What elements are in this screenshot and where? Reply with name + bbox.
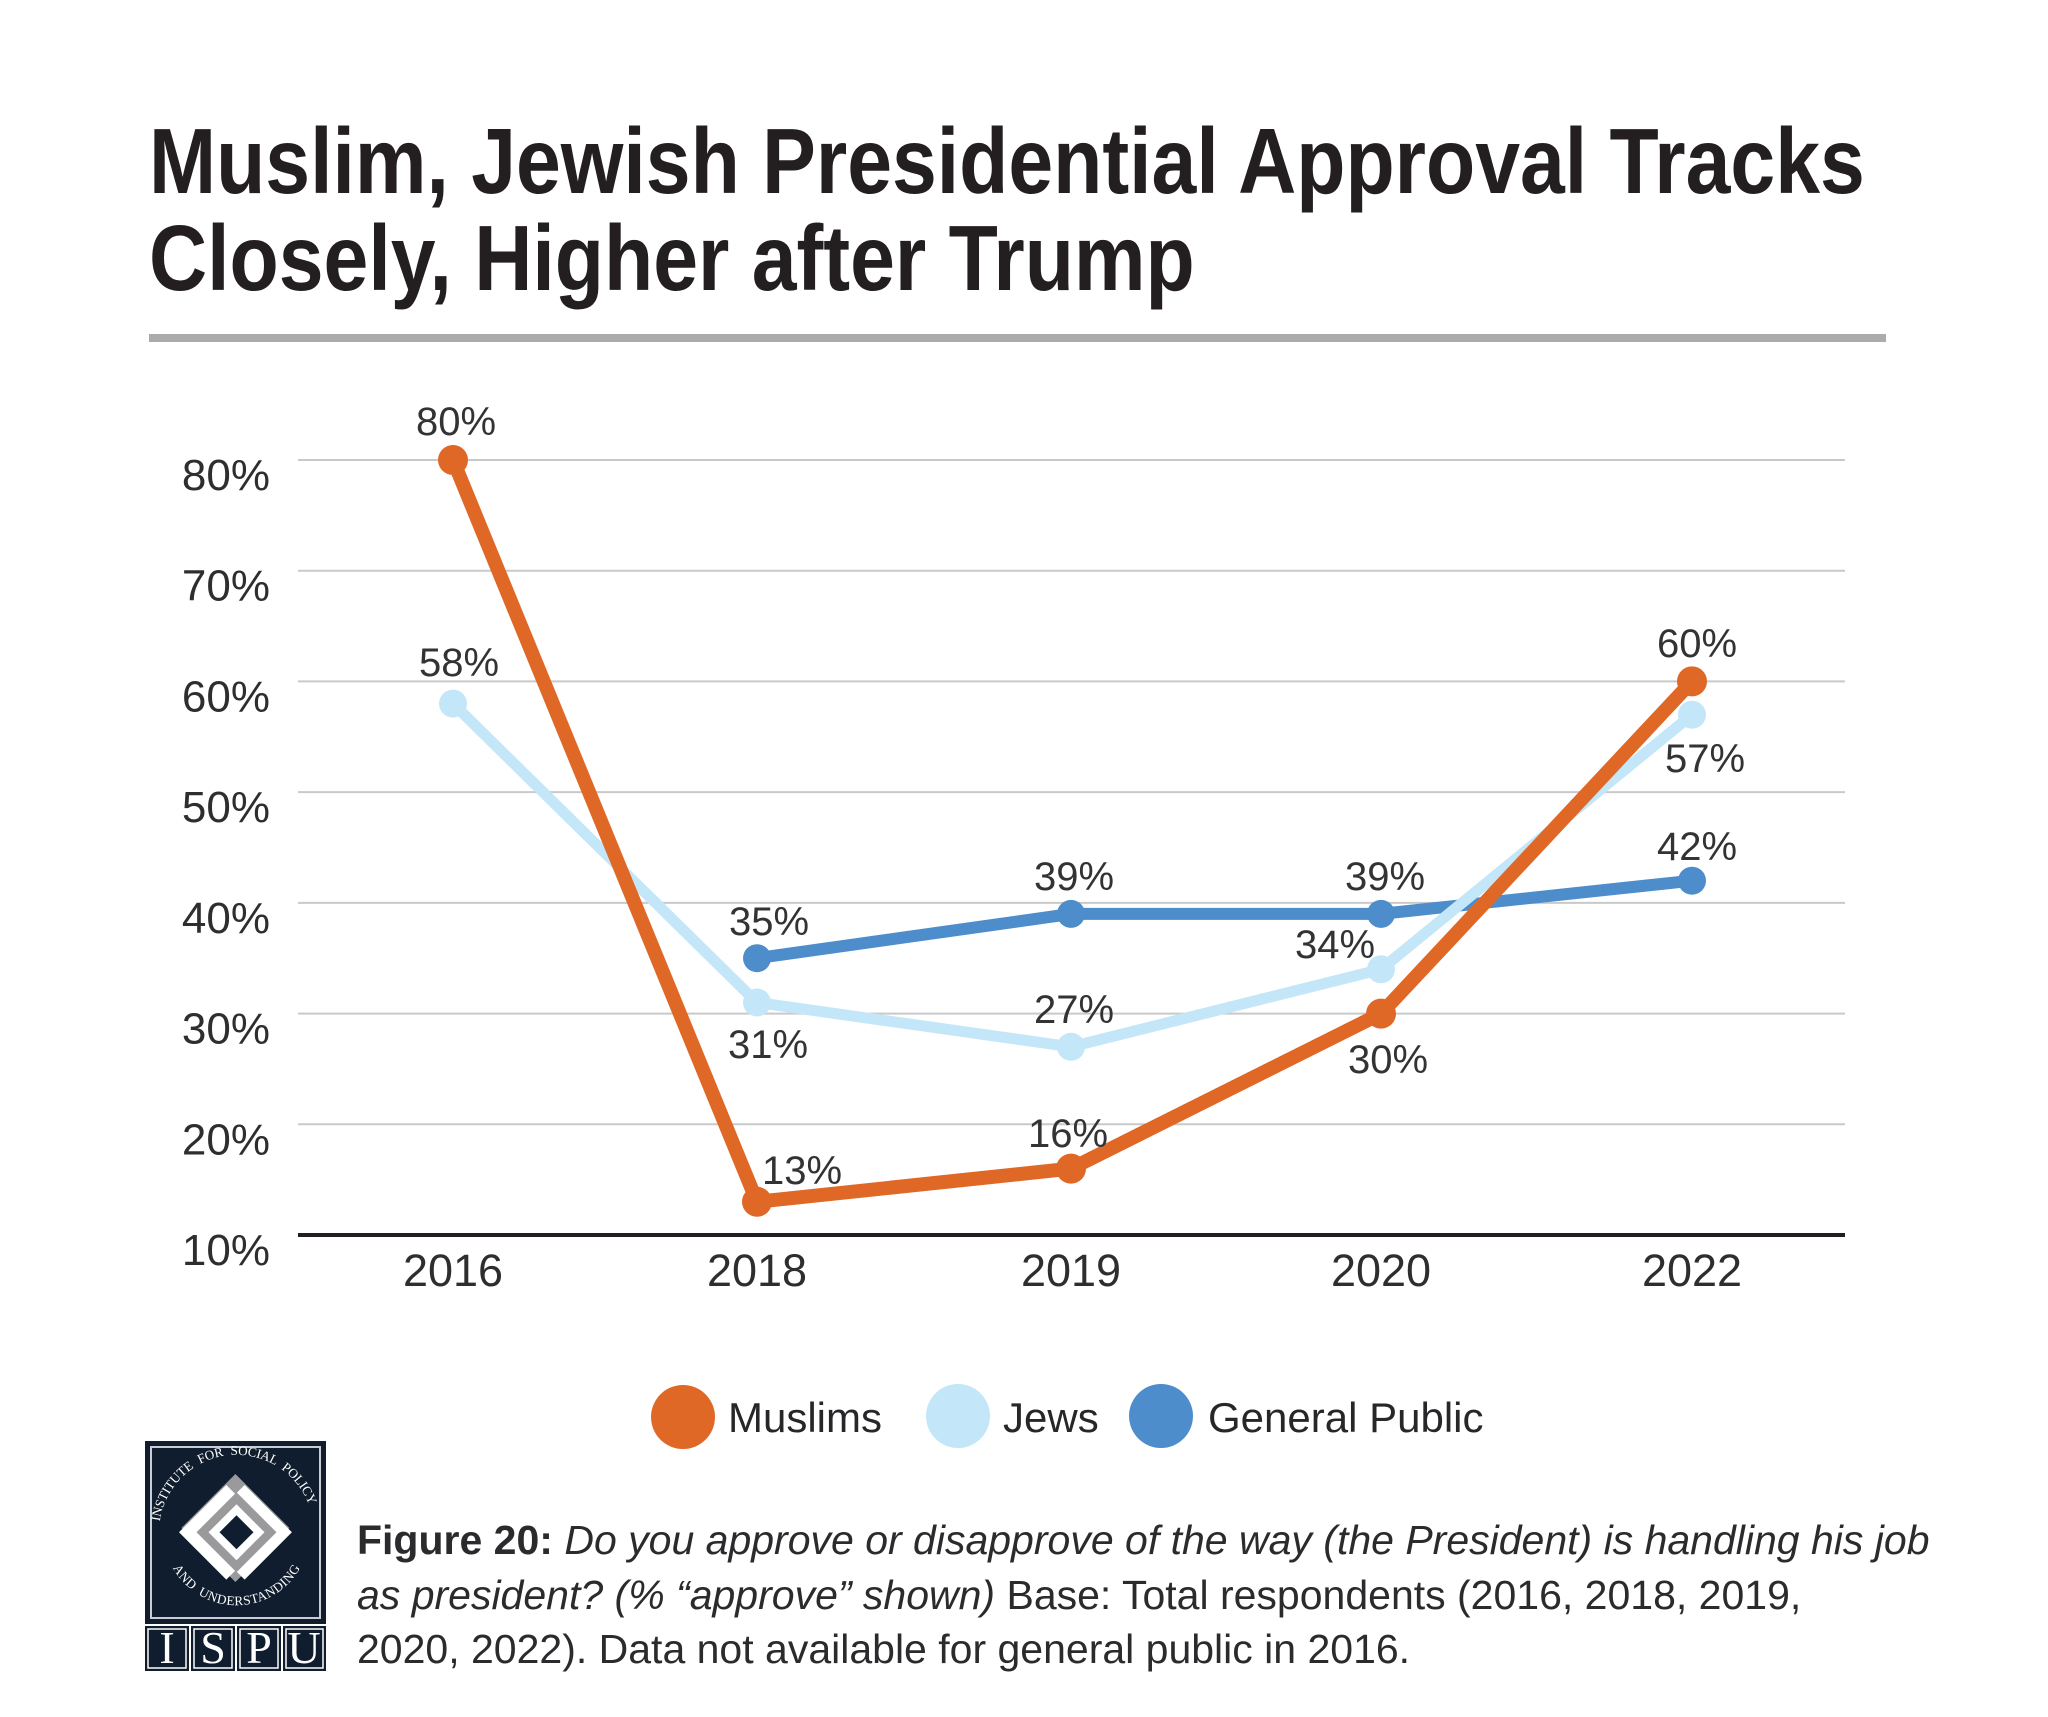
svg-text:80%: 80%	[416, 400, 496, 444]
svg-text:Jews: Jews	[1003, 1394, 1099, 1441]
svg-text:35%: 35%	[729, 900, 809, 944]
svg-text:2018: 2018	[707, 1245, 807, 1296]
svg-text:U: U	[287, 1622, 320, 1673]
svg-text:31%: 31%	[728, 1023, 808, 1067]
svg-text:80%: 80%	[182, 451, 270, 500]
svg-text:58%: 58%	[419, 641, 499, 685]
svg-text:Muslims: Muslims	[728, 1394, 882, 1441]
svg-text:60%: 60%	[182, 672, 270, 721]
svg-text:60%: 60%	[1657, 622, 1737, 666]
svg-text:34%: 34%	[1295, 923, 1375, 967]
svg-text:2020: 2020	[1331, 1245, 1431, 1296]
svg-text:General Public: General Public	[1208, 1394, 1483, 1441]
svg-text:I: I	[159, 1622, 174, 1673]
svg-text:27%: 27%	[1034, 988, 1114, 1032]
svg-text:30%: 30%	[1348, 1038, 1428, 1082]
svg-text:2019: 2019	[1021, 1245, 1121, 1296]
svg-text:10%: 10%	[182, 1226, 270, 1275]
svg-text:57%: 57%	[1665, 737, 1745, 781]
svg-text:2022: 2022	[1642, 1245, 1742, 1296]
svg-text:S: S	[200, 1622, 226, 1673]
svg-text:42%: 42%	[1657, 825, 1737, 869]
svg-text:20%: 20%	[182, 1115, 270, 1164]
svg-text:13%: 13%	[762, 1149, 842, 1193]
svg-text:40%: 40%	[182, 894, 270, 943]
svg-text:50%: 50%	[182, 783, 270, 832]
svg-text:16%: 16%	[1028, 1112, 1108, 1156]
svg-text:70%: 70%	[182, 562, 270, 611]
svg-text:39%: 39%	[1034, 855, 1114, 899]
svg-text:30%: 30%	[182, 1005, 270, 1054]
svg-text:2016: 2016	[403, 1245, 503, 1296]
svg-text:39%: 39%	[1345, 855, 1425, 899]
svg-text:P: P	[246, 1622, 272, 1673]
